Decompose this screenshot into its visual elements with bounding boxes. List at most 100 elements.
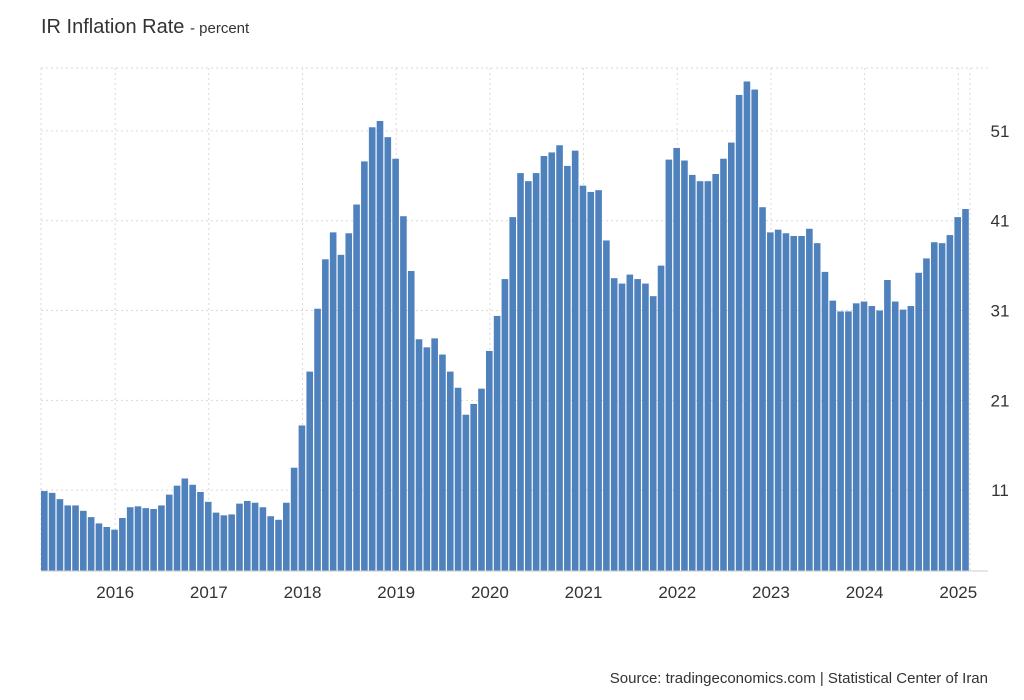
x-tick-label: 2025 bbox=[939, 583, 977, 602]
x-tick-label: 2020 bbox=[471, 583, 509, 602]
bar bbox=[197, 491, 204, 571]
bar bbox=[126, 507, 134, 571]
bar bbox=[501, 279, 509, 571]
bar bbox=[228, 514, 235, 571]
x-tick-label: 2019 bbox=[377, 583, 415, 602]
bar bbox=[431, 338, 438, 571]
x-tick-label: 2016 bbox=[96, 583, 134, 602]
bar bbox=[189, 484, 196, 571]
x-tick-label: 2023 bbox=[752, 583, 790, 602]
bar bbox=[767, 232, 774, 571]
bar bbox=[923, 258, 930, 571]
bar bbox=[712, 173, 719, 572]
bar bbox=[407, 271, 415, 571]
bar bbox=[852, 303, 860, 571]
bar bbox=[743, 81, 751, 571]
bar bbox=[298, 425, 306, 571]
chart-unit-label: - percent bbox=[189, 20, 250, 37]
bar bbox=[649, 296, 657, 571]
bar bbox=[236, 503, 243, 571]
bar bbox=[556, 145, 563, 571]
bar bbox=[119, 518, 126, 571]
bar bbox=[657, 265, 665, 571]
bar bbox=[642, 283, 649, 571]
bar bbox=[439, 354, 446, 571]
source-note: Source: tradingeconomics.com | Statistic… bbox=[609, 670, 988, 687]
x-tick-label: 2017 bbox=[190, 583, 228, 602]
x-tick-label: 2024 bbox=[846, 583, 884, 602]
bar bbox=[782, 233, 790, 571]
bar bbox=[345, 233, 353, 571]
bar-layer bbox=[41, 81, 969, 572]
bar bbox=[938, 243, 946, 571]
bar bbox=[517, 173, 524, 571]
bar bbox=[845, 311, 852, 571]
bar bbox=[876, 310, 883, 571]
bar bbox=[946, 235, 954, 571]
bar bbox=[181, 478, 189, 571]
bar bbox=[681, 160, 688, 571]
bar bbox=[275, 519, 282, 571]
bar bbox=[259, 507, 267, 571]
bar bbox=[751, 89, 759, 571]
bar bbox=[64, 505, 72, 571]
bar bbox=[868, 306, 876, 571]
bar bbox=[540, 156, 548, 571]
bar bbox=[337, 254, 345, 571]
chart-title: IR Inflation Rate - percent bbox=[41, 16, 249, 39]
bar bbox=[446, 371, 454, 571]
bar bbox=[735, 94, 743, 571]
bar bbox=[283, 502, 290, 571]
bar bbox=[806, 228, 813, 571]
x-tick-label: 2021 bbox=[565, 583, 603, 602]
y-tick-label: 21 bbox=[991, 391, 1010, 410]
bar bbox=[314, 308, 321, 571]
bar bbox=[579, 185, 587, 572]
bar bbox=[329, 232, 337, 571]
bar bbox=[361, 161, 368, 571]
bar bbox=[80, 510, 87, 571]
bar bbox=[462, 414, 470, 571]
bar bbox=[243, 500, 251, 571]
bar bbox=[485, 350, 493, 571]
bar bbox=[564, 165, 571, 571]
bar bbox=[376, 120, 384, 572]
y-tick-label: 51 bbox=[991, 122, 1010, 141]
bar bbox=[930, 242, 938, 571]
bar bbox=[212, 512, 220, 571]
bar bbox=[525, 181, 532, 571]
bar bbox=[571, 150, 579, 571]
bar bbox=[673, 147, 680, 571]
bar bbox=[626, 274, 634, 571]
bar bbox=[220, 515, 228, 571]
bar bbox=[392, 158, 399, 571]
bar bbox=[634, 279, 641, 571]
bar bbox=[610, 278, 618, 571]
bar bbox=[954, 217, 961, 571]
bar bbox=[111, 529, 118, 571]
bar bbox=[915, 272, 922, 571]
bar bbox=[204, 501, 212, 571]
bar bbox=[290, 467, 298, 571]
bar bbox=[891, 301, 899, 571]
bar bbox=[696, 181, 704, 571]
bar bbox=[759, 207, 766, 571]
bar bbox=[899, 309, 907, 571]
bar bbox=[829, 300, 837, 571]
bar bbox=[548, 152, 556, 571]
bar bbox=[150, 509, 157, 571]
axis-layer: 11 21 31 41 51 2016 2017 2018 2019 2020 2021 2022 20… bbox=[41, 122, 1009, 602]
bar bbox=[415, 339, 423, 571]
bar bbox=[704, 181, 712, 571]
bar bbox=[493, 315, 501, 571]
bar bbox=[142, 508, 150, 572]
bar bbox=[860, 301, 868, 571]
bar bbox=[478, 388, 485, 571]
bar bbox=[423, 347, 431, 571]
bar bbox=[603, 240, 610, 571]
bar bbox=[400, 216, 407, 571]
bar bbox=[41, 491, 48, 571]
bar bbox=[384, 137, 392, 571]
bar bbox=[56, 499, 64, 571]
